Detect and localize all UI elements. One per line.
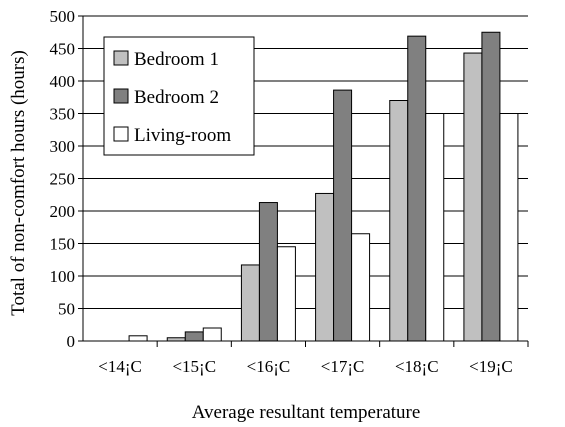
bar-bedroom-1 [240,264,260,342]
bar-bedroom-2 [481,31,501,342]
y-tick-label: 200 [50,202,76,221]
y-tick-label: 0 [67,332,76,351]
bar-living-room [351,233,371,342]
x-axis-label: Average resultant temperature [192,402,421,423]
bar-living-room [128,335,148,342]
legend-label: Living-room [134,125,231,146]
y-tick-label: 100 [50,267,76,286]
bar-bedroom-2 [333,89,353,342]
y-axis-label: Total of non-comfort hours (hours) [8,50,29,316]
x-tick-label: <19¡C [469,357,513,376]
legend-box [103,36,255,156]
bar-bedroom-1 [463,52,483,342]
y-tick-label: 400 [50,72,76,91]
y-tick-label: 300 [50,137,76,156]
legend-swatch [113,88,129,104]
bar-bedroom-2 [184,331,204,342]
y-tick-label: 350 [50,105,76,124]
y-tick-label: 450 [50,40,76,59]
x-tick-label: <18¡C [395,357,439,376]
bar-living-room [202,327,222,342]
legend-label: Bedroom 1 [134,49,219,70]
x-tick-labels: <14¡C <15¡C <16¡C <17¡C <18¡C <19¡C [98,341,529,376]
legend-swatch [113,50,129,66]
x-tick-label: <17¡C [321,357,365,376]
y-tick-label: 150 [50,235,76,254]
x-tick-label: <15¡C [172,357,216,376]
y-tick-label: 250 [50,170,76,189]
legend-swatch [113,126,129,142]
bar-bedroom-2 [258,202,278,342]
y-tick-label: 500 [50,7,76,26]
y-tick-label: 50 [58,300,75,319]
bar-bedroom-2 [407,35,427,342]
bar-living-room [276,246,296,342]
bar-bedroom-1 [315,192,335,342]
bar-bedroom-1 [389,100,409,342]
bar-living-room [425,113,445,342]
x-tick-label: <14¡C [98,357,142,376]
legend-label: Bedroom 2 [134,87,219,108]
bar-living-room [499,113,519,342]
legend: Bedroom 1 Bedroom 2 Living-room [103,36,255,156]
x-tick-label: <16¡C [247,357,291,376]
y-tick-labels: 0 50 100 150 200 250 300 350 400 450 500 [50,7,83,351]
